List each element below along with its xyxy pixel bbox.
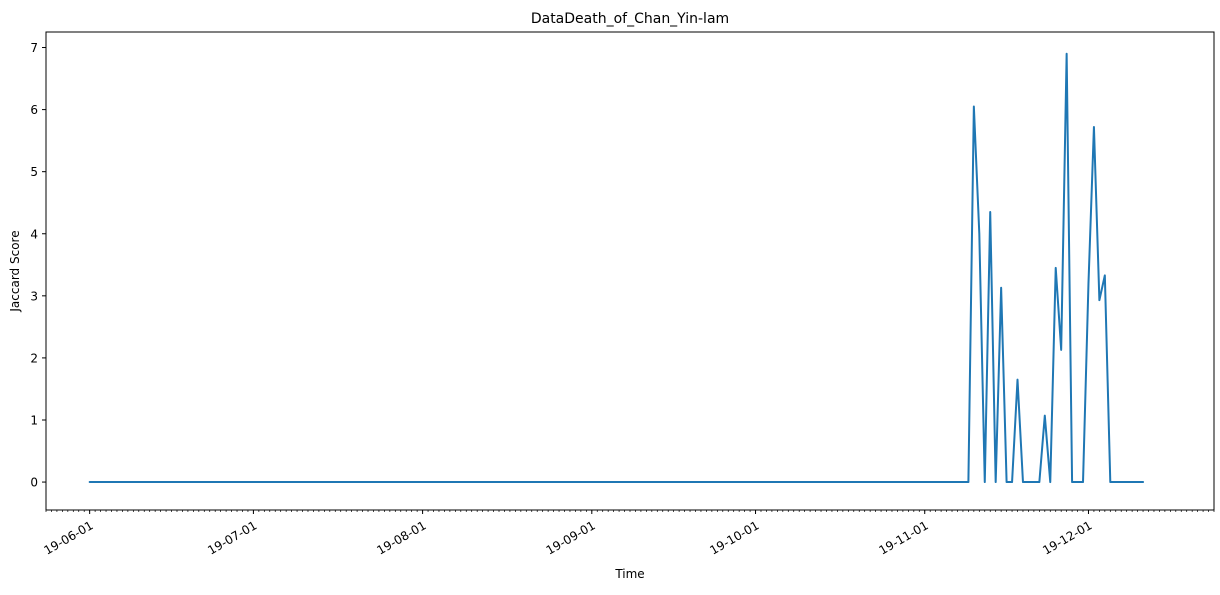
y-axis-label: Jaccard Score xyxy=(8,230,22,312)
x-axis: 19-06-01 19-07-01 19-08-01 19-09-01 19-10-01… xyxy=(41,510,1094,558)
y-tick-label: 4 xyxy=(30,227,38,241)
x-tick-label: 19-12-01 xyxy=(1040,518,1094,557)
x-tick-label: 19-09-01 xyxy=(544,518,598,557)
x-tick-label: 19-06-01 xyxy=(41,518,95,557)
y-tick-label: 3 xyxy=(30,289,38,303)
y-tick-label: 2 xyxy=(30,351,38,365)
x-tick-label: 19-10-01 xyxy=(707,518,761,557)
y-tick-label: 1 xyxy=(30,413,38,427)
x-axis-label: Time xyxy=(614,567,644,581)
x-tick-label: 19-11-01 xyxy=(877,518,931,557)
y-tick-label: 0 xyxy=(30,476,38,490)
x-tick-label: 19-08-01 xyxy=(374,518,428,557)
y-tick-label: 7 xyxy=(30,41,38,55)
chart-title: DataDeath_of_Chan_Yin-lam xyxy=(531,11,729,27)
x-tick-label: 19-07-01 xyxy=(205,518,259,557)
plot-area xyxy=(88,52,1145,484)
y-tick-label: 6 xyxy=(30,103,38,117)
axes-frame xyxy=(45,31,1215,511)
y-axis: 0 1 2 3 4 5 6 7 xyxy=(30,41,46,490)
y-tick-label: 5 xyxy=(30,165,38,179)
series-line xyxy=(88,52,1145,484)
